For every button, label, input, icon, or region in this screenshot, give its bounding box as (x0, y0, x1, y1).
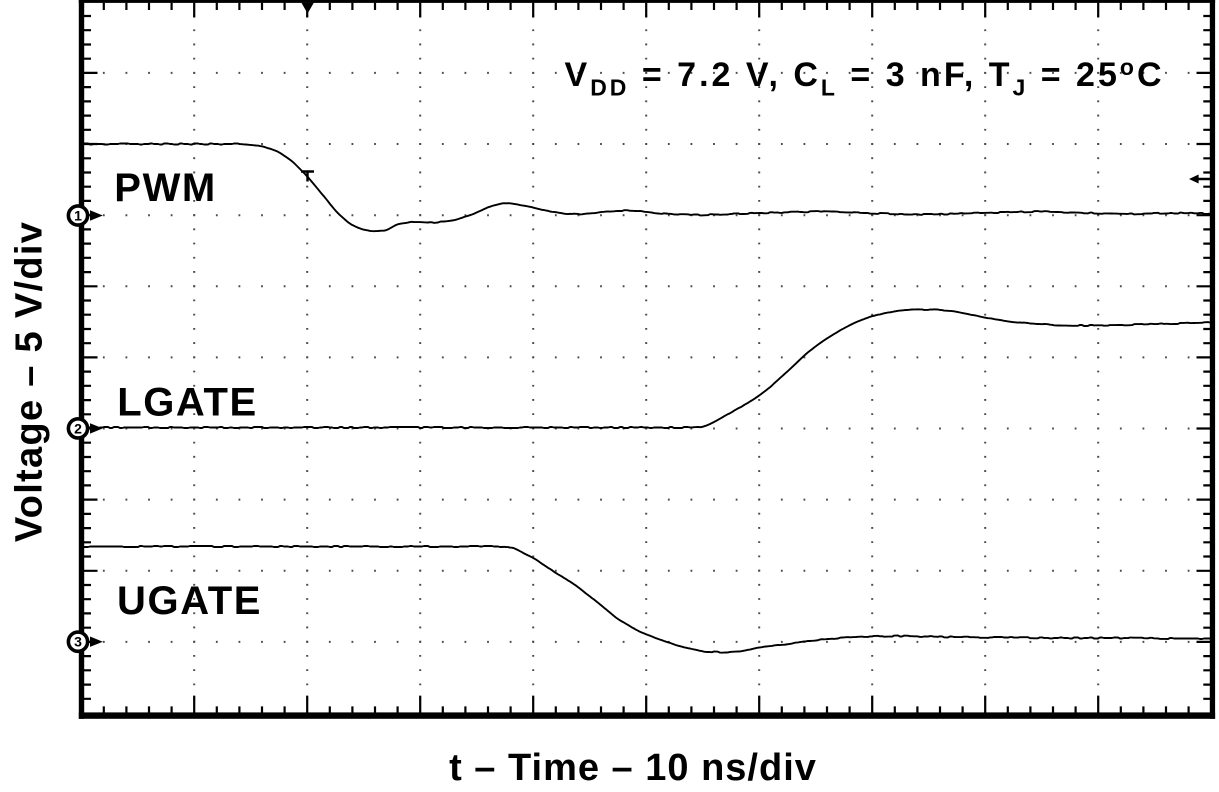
svg-text:1: 1 (74, 208, 82, 224)
svg-text:t – Time – 10 ns/div: t – Time – 10 ns/div (449, 747, 817, 789)
svg-text:PWM: PWM (114, 166, 217, 210)
svg-text:LGATE: LGATE (117, 381, 258, 425)
svg-text:3: 3 (74, 634, 82, 650)
svg-text:Voltage – 5 V/div: Voltage – 5 V/div (9, 221, 51, 542)
svg-text:2: 2 (74, 420, 82, 436)
svg-text:UGATE: UGATE (117, 579, 262, 623)
svg-text:VDD = 7.2 V, CL = 3 nF, TJ = 2: VDD = 7.2 V, CL = 3 nF, TJ = 25oC (565, 54, 1165, 101)
